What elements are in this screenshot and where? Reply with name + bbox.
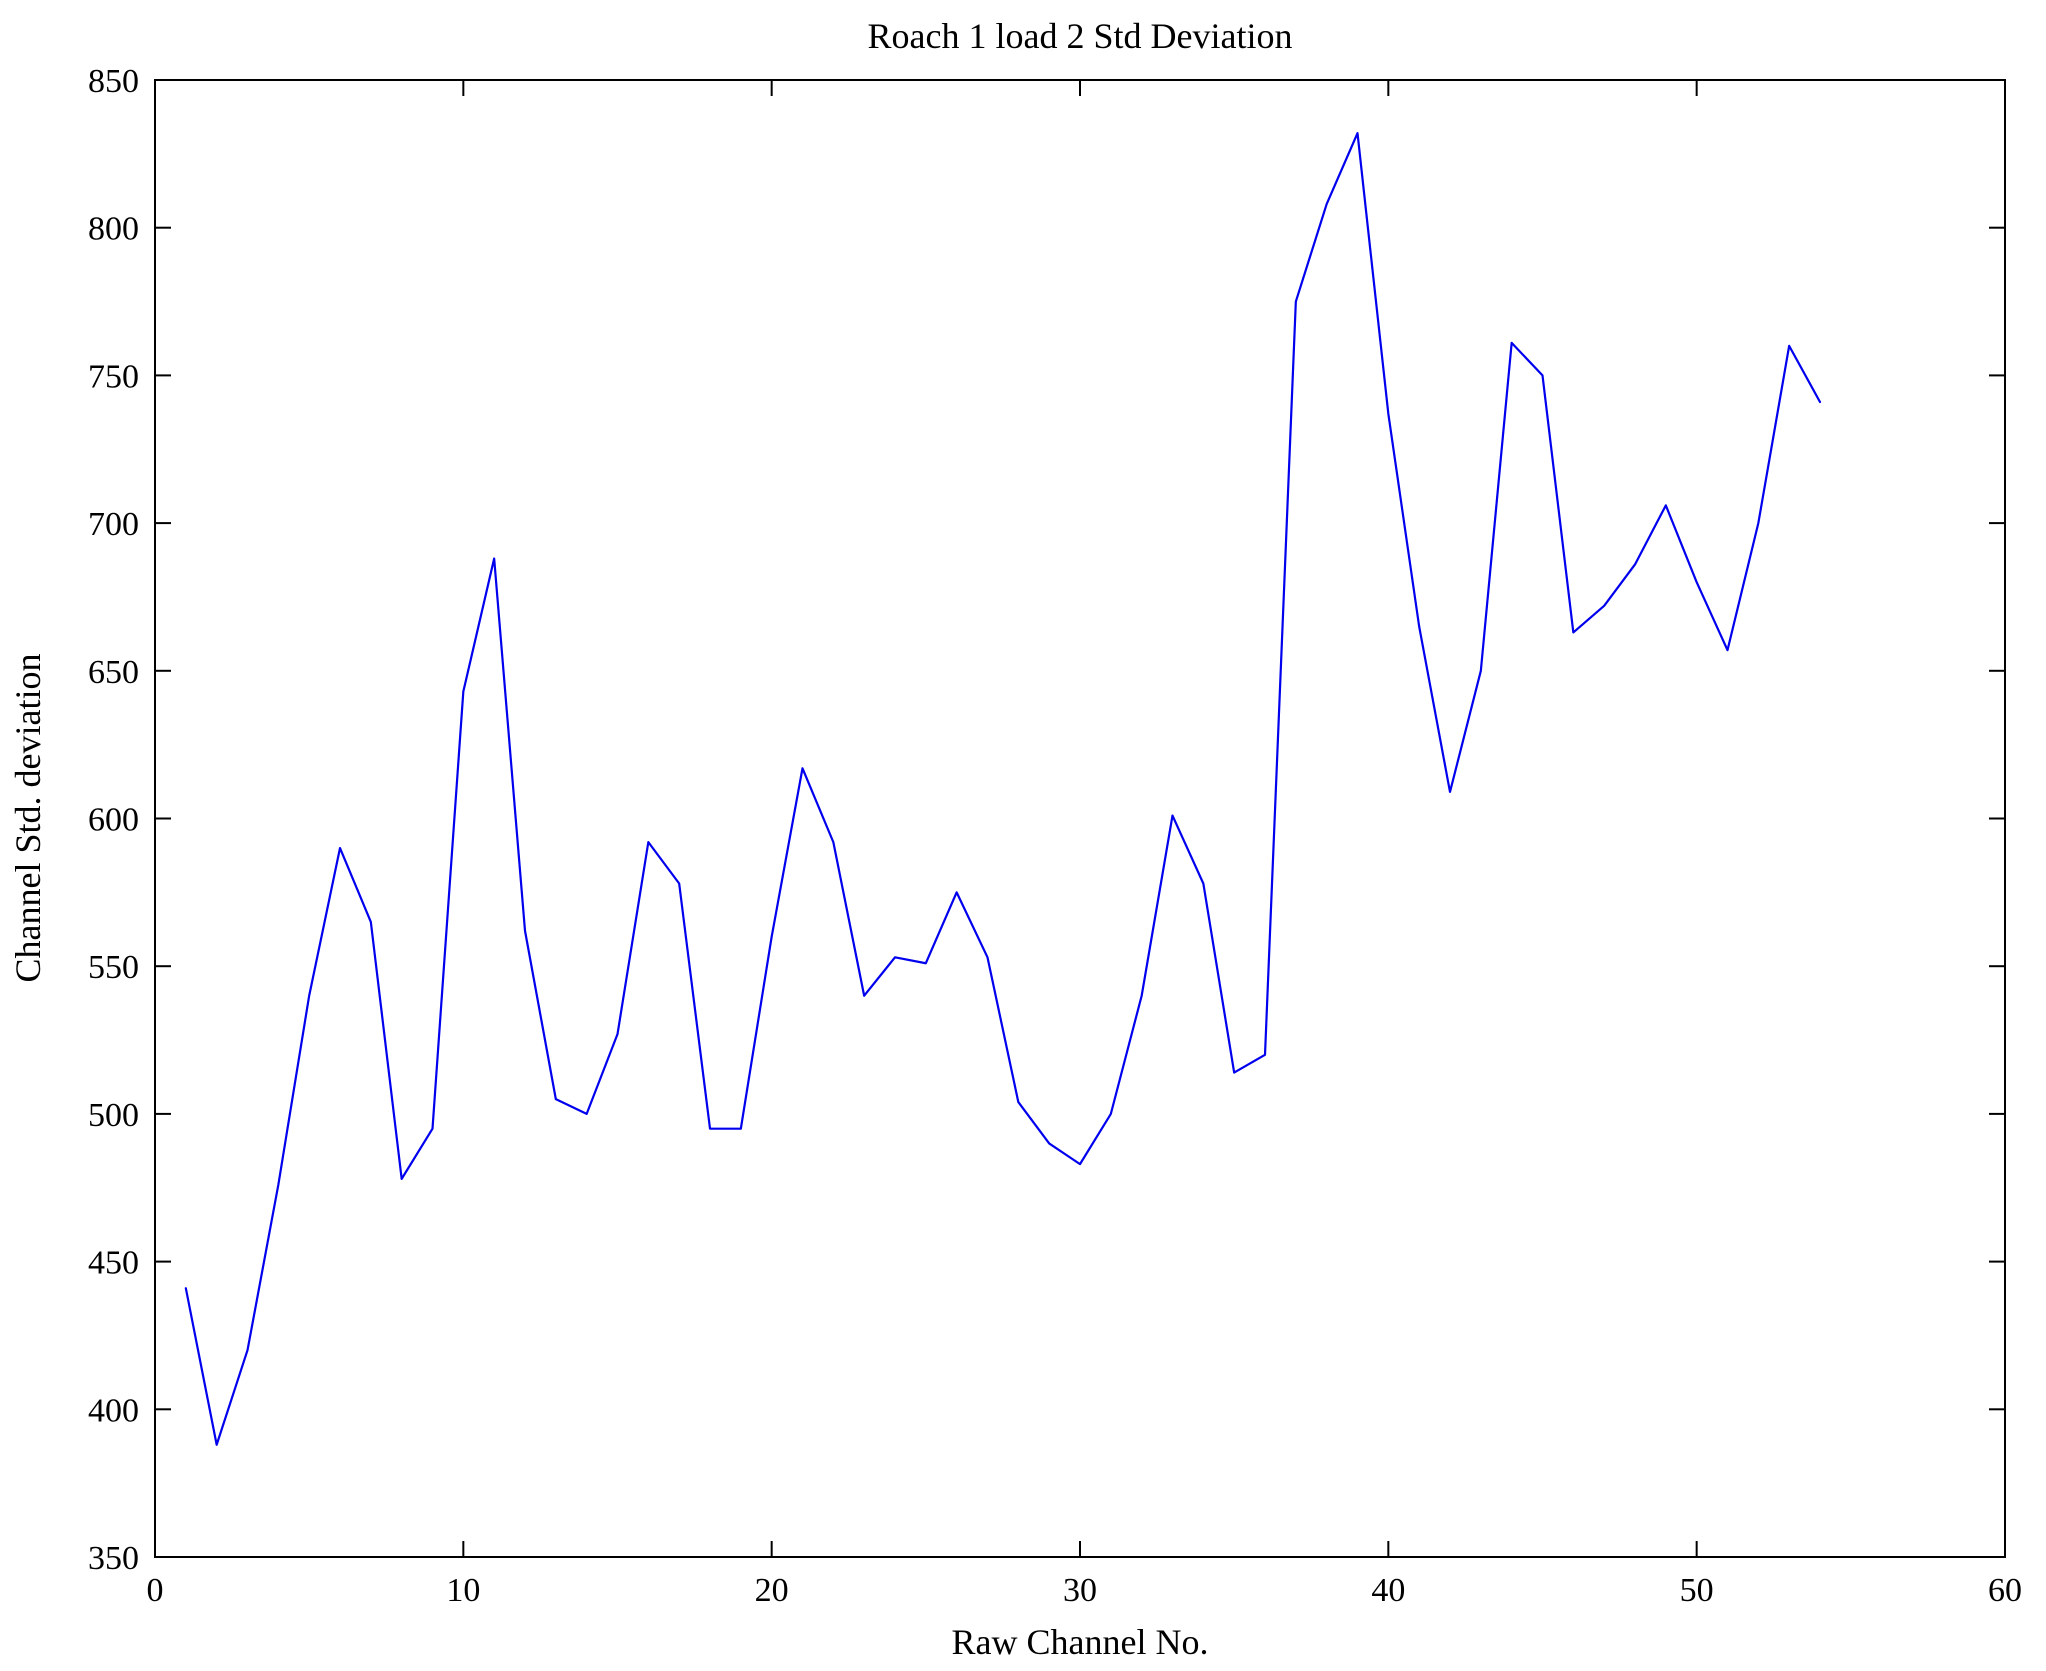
y-tick-label: 350: [88, 1540, 139, 1577]
x-tick-label: 50: [1680, 1572, 1714, 1609]
x-tick-label: 40: [1371, 1572, 1405, 1609]
y-tick-label: 500: [88, 1097, 139, 1134]
x-axis-label: Raw Channel No.: [952, 1622, 1209, 1662]
plot-area: 0 10 20 30 40 50 60 350 400 450 500 550 600 650 700 750…: [88, 63, 2022, 1609]
y-tick-label: 650: [88, 654, 139, 691]
x-tick-label: 10: [446, 1572, 480, 1609]
y-tick-label: 750: [88, 358, 139, 395]
x-tick-label: 20: [755, 1572, 789, 1609]
chart-title: Roach 1 load 2 Std Deviation: [868, 16, 1293, 56]
x-tick-label: 0: [147, 1572, 164, 1609]
y-tick-label: 550: [88, 949, 139, 986]
data-line: [184, 132, 1822, 1446]
y-axis-label: Channel Std. deviation: [8, 654, 48, 983]
y-tick-label: 400: [88, 1392, 139, 1429]
y-tick-label: 850: [88, 63, 139, 100]
x-tick-label: 60: [1988, 1572, 2022, 1609]
x-tick-label: 30: [1063, 1572, 1097, 1609]
y-tick-label: 450: [88, 1245, 139, 1282]
plot-border: [154, 79, 2006, 1558]
y-tick-label: 700: [88, 506, 139, 543]
y-tick-label: 800: [88, 211, 139, 248]
y-tick-label: 600: [88, 802, 139, 839]
